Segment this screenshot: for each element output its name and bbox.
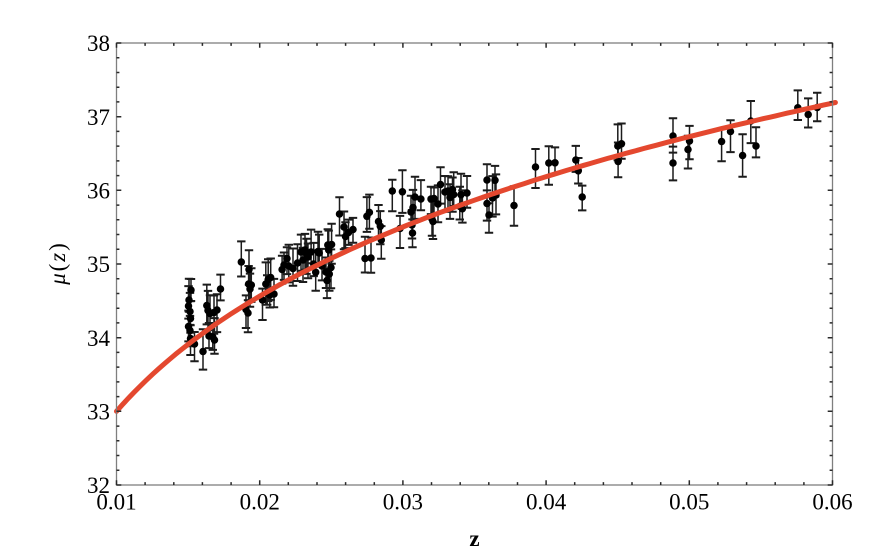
svg-text:35: 35 bbox=[87, 252, 110, 277]
svg-text:z: z bbox=[469, 526, 479, 551]
svg-text:33: 33 bbox=[87, 399, 110, 424]
svg-text:36: 36 bbox=[87, 178, 110, 203]
svg-text:0.06: 0.06 bbox=[812, 490, 852, 515]
svg-text:μ ( z ): μ ( z ) bbox=[45, 243, 70, 286]
svg-text:0.04: 0.04 bbox=[526, 490, 567, 515]
svg-text:32: 32 bbox=[87, 473, 110, 498]
svg-text:0.01: 0.01 bbox=[96, 490, 136, 515]
svg-text:0.02: 0.02 bbox=[240, 490, 280, 515]
svg-text:0.03: 0.03 bbox=[383, 490, 423, 515]
svg-text:38: 38 bbox=[87, 31, 110, 56]
svg-text:37: 37 bbox=[87, 105, 110, 130]
svg-text:34: 34 bbox=[87, 326, 111, 351]
svg-text:0.05: 0.05 bbox=[669, 490, 709, 515]
